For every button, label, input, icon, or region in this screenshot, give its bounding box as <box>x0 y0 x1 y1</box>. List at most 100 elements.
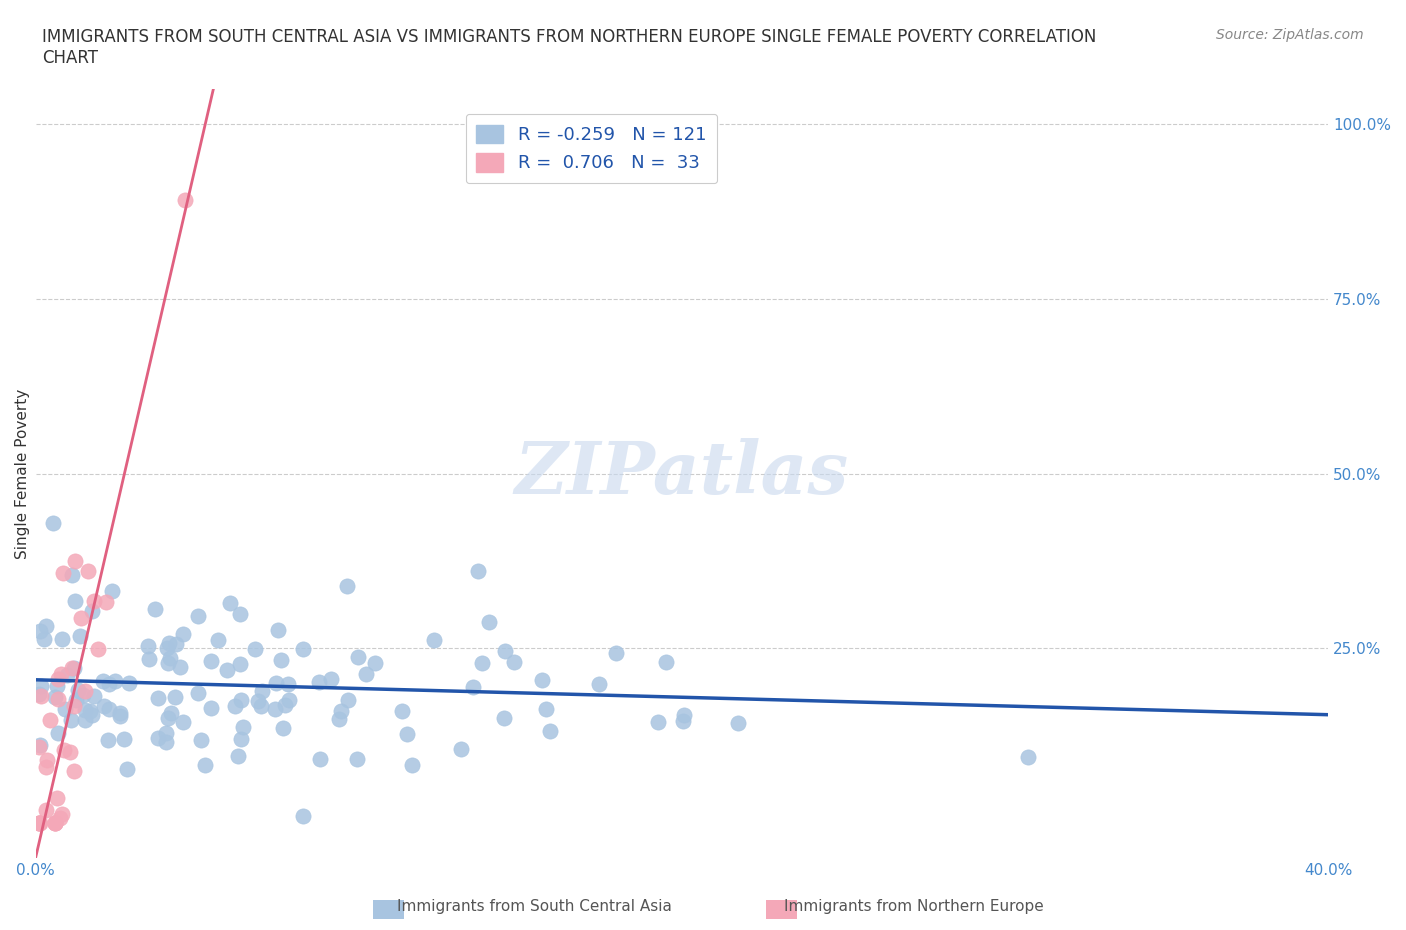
Point <box>155 725 177 740</box>
Point <box>169 660 191 675</box>
Point <box>118 676 141 691</box>
Point <box>28 816 51 830</box>
Point <box>187 608 209 623</box>
Point <box>328 711 350 726</box>
Point <box>356 666 378 681</box>
Point <box>159 635 181 650</box>
Point <box>55 701 77 716</box>
Point <box>63 553 86 568</box>
Point <box>727 716 749 731</box>
Point <box>467 564 489 578</box>
Point <box>72 687 94 702</box>
Point <box>28 816 51 830</box>
Point <box>274 698 297 712</box>
Point <box>494 644 516 658</box>
Text: IMMIGRANTS FROM SOUTH CENTRAL ASIA VS IMMIGRANTS FROM NORTHERN EUROPE SINGLE FEM: IMMIGRANTS FROM SOUTH CENTRAL ASIA VS IM… <box>42 28 1097 67</box>
Point <box>228 657 250 671</box>
Point <box>172 627 194 642</box>
Point <box>292 808 315 823</box>
Point <box>229 693 252 708</box>
Point <box>62 661 84 676</box>
Point <box>48 810 70 825</box>
Point <box>173 193 195 208</box>
Point <box>44 816 66 830</box>
Point <box>53 742 76 757</box>
Point <box>450 742 472 757</box>
Point <box>28 686 51 701</box>
Point <box>39 712 62 727</box>
Point <box>264 702 287 717</box>
Point <box>534 702 557 717</box>
Point <box>35 619 58 634</box>
Point <box>157 656 180 671</box>
Point <box>243 642 266 657</box>
Point <box>146 730 169 745</box>
Point <box>60 660 83 675</box>
Point <box>63 594 86 609</box>
Text: Source: ZipAtlas.com: Source: ZipAtlas.com <box>1216 28 1364 42</box>
Point <box>59 745 82 760</box>
Point <box>56 667 79 682</box>
Point <box>35 759 58 774</box>
Point <box>77 564 100 578</box>
Point <box>395 726 418 741</box>
Point <box>146 691 169 706</box>
Point <box>51 667 73 682</box>
Point <box>83 688 105 703</box>
Point <box>30 678 52 693</box>
Point <box>48 692 70 707</box>
Point <box>207 632 229 647</box>
Point <box>101 583 124 598</box>
Point <box>138 652 160 667</box>
Point <box>193 757 215 772</box>
Point <box>655 655 678 670</box>
Point <box>530 672 553 687</box>
Point <box>672 708 695 723</box>
Point <box>157 711 180 726</box>
Point <box>229 607 252 622</box>
Point <box>51 631 73 646</box>
Point <box>108 709 131 724</box>
Point <box>28 739 51 754</box>
Point <box>52 565 75 580</box>
Point <box>159 651 181 666</box>
Point <box>605 645 627 660</box>
Point <box>308 751 330 766</box>
Point <box>336 578 359 593</box>
Point <box>277 676 299 691</box>
Point <box>423 632 446 647</box>
Point <box>65 693 87 708</box>
Point <box>66 683 89 698</box>
Point <box>252 684 274 698</box>
Point <box>478 615 501 630</box>
Point <box>155 735 177 750</box>
Point <box>34 803 56 817</box>
Point <box>80 604 103 619</box>
Point <box>46 678 69 693</box>
Point <box>117 762 139 777</box>
Point <box>28 624 51 639</box>
Point <box>278 692 301 707</box>
Point <box>226 749 249 764</box>
Point <box>200 701 222 716</box>
Point <box>346 650 368 665</box>
Point <box>98 677 121 692</box>
Point <box>80 707 103 722</box>
Point <box>75 712 97 727</box>
Point <box>502 655 524 670</box>
Point <box>73 684 96 698</box>
Point <box>93 698 115 713</box>
Point <box>156 641 179 656</box>
Point <box>215 662 238 677</box>
Text: Immigrants from Northern Europe: Immigrants from Northern Europe <box>785 899 1043 914</box>
Point <box>60 712 83 727</box>
Point <box>30 737 52 752</box>
Point <box>42 515 65 530</box>
Point <box>143 602 166 617</box>
Point <box>91 673 114 688</box>
Point <box>165 636 187 651</box>
Point <box>108 706 131 721</box>
Point <box>200 654 222 669</box>
Point <box>28 816 51 830</box>
Point <box>104 674 127 689</box>
